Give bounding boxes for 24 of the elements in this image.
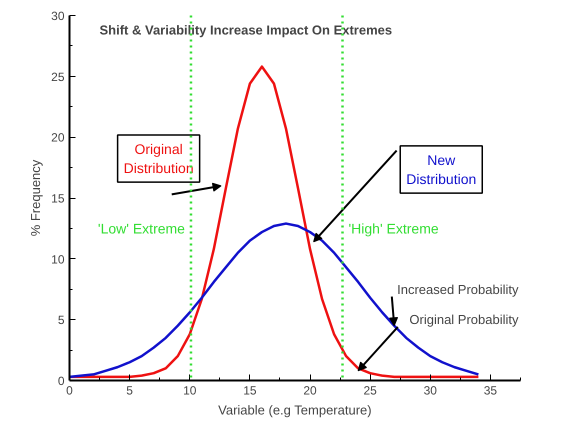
y-tick-label: 25 (51, 70, 65, 84)
y-axis-title: % Frequency (28, 159, 44, 236)
ref-line-label: 'Low' Extreme (98, 220, 186, 236)
y-tick-label: 15 (51, 192, 65, 206)
y-tick-label: 5 (58, 313, 65, 328)
annotation: Increased Probability (397, 282, 519, 297)
y-tick-label: 20 (51, 130, 65, 145)
y-tick-label: 30 (51, 9, 65, 23)
x-axis-title: Variable (e.g Temperature) (218, 402, 372, 418)
x-tick-label: 5 (126, 384, 134, 398)
text: New Distribution (406, 152, 476, 188)
x-tick-label: 0 (66, 384, 74, 398)
annotation: Original Probability (409, 312, 519, 328)
x-tick-label: 35 (484, 384, 498, 398)
y-tick-label: 0 (58, 374, 65, 388)
x-tick-label: 30 (424, 384, 438, 398)
ref-line-label: 'High' Extreme (348, 220, 439, 236)
x-tick-label: 25 (363, 384, 378, 398)
x-tick-label: 15 (243, 384, 257, 398)
text: Shift & Variability Increase Impact On Extremes (100, 22, 392, 38)
text: Original Distribution (124, 140, 194, 176)
x-tick-label: 20 (303, 384, 318, 398)
x-tick-label: 10 (183, 384, 197, 398)
y-tick-label: 10 (51, 252, 65, 266)
